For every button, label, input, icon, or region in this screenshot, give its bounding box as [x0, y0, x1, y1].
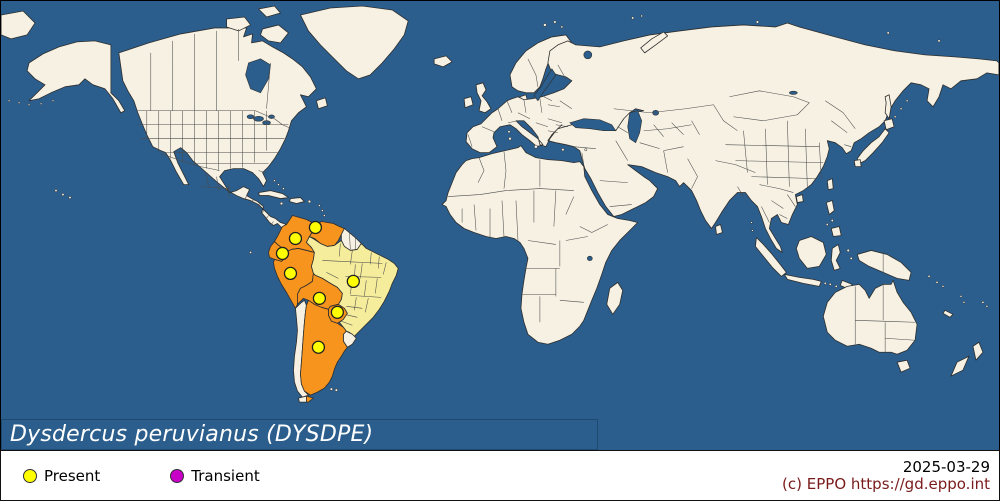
- white-sea: [583, 50, 593, 60]
- iceland: [433, 55, 453, 68]
- caribbean-islands: [258, 179, 326, 217]
- baltic-sea: [533, 68, 557, 102]
- cuba: [258, 190, 289, 199]
- legend-label-present: Present: [44, 466, 101, 485]
- legend-bar: Present Transient 2025-03-29 (c) EPPO ht…: [0, 450, 1000, 501]
- transient-swatch-icon: [170, 468, 185, 483]
- new-guinea: [856, 250, 912, 281]
- black-sea: [569, 118, 617, 132]
- australia: [822, 279, 918, 355]
- europe-borders: [467, 58, 572, 147]
- lake-victoria: [587, 255, 593, 261]
- japan-hokkaido: [883, 118, 895, 131]
- present-point-marker: [346, 274, 360, 289]
- alaska: [26, 40, 126, 114]
- java: [783, 273, 822, 287]
- greenland: [300, 5, 409, 80]
- tierra-del-fuego-argentina: [306, 395, 314, 403]
- madagascar: [606, 281, 624, 315]
- chukotka-left-edge: [1, 10, 36, 40]
- map-area: Dysdercus peruvianus (DYSDPE): [0, 0, 1000, 450]
- tasmania: [896, 359, 911, 373]
- lake-baikal: [789, 90, 798, 95]
- taiwan: [826, 178, 834, 190]
- ireland: [463, 96, 474, 109]
- mexico-central-america-lines: [200, 172, 274, 226]
- aleutian-islands: [7, 99, 55, 106]
- borneo: [795, 236, 827, 269]
- falkland-islands: [329, 387, 338, 392]
- tierra-del-fuego-chile: [298, 395, 307, 403]
- hawaii: [54, 189, 72, 200]
- aral-sea: [652, 109, 659, 116]
- us-mexico-border: [160, 153, 220, 171]
- canada-province-lines: [150, 28, 271, 111]
- present-point-marker: [308, 220, 323, 235]
- victoria-island: [226, 16, 251, 32]
- legend-item-transient: Transient: [170, 466, 260, 485]
- australia-state-lines: [854, 284, 916, 353]
- philippines-mindanao: [830, 226, 842, 237]
- landmass-north-america: [1, 5, 328, 228]
- copyright-notice: (c) EPPO https://gd.eppo.int: [782, 474, 990, 493]
- present-swatch-icon: [23, 468, 37, 483]
- new-zealand-south: [950, 355, 970, 377]
- africa-borders: [448, 151, 608, 323]
- landmass-eurasia: [465, 14, 999, 253]
- world-map: [1, 5, 999, 403]
- sakhalin: [884, 94, 892, 120]
- hudson-bay: [245, 58, 271, 94]
- japan-honshu: [856, 128, 890, 165]
- landmass-south-america: [249, 215, 399, 403]
- present-point-marker: [330, 305, 344, 319]
- africa-mainland: [441, 145, 639, 345]
- eurasia-mainland: [465, 22, 999, 253]
- sri-lanka: [715, 224, 723, 235]
- ellesmere-island: [258, 5, 281, 18]
- svalbard: [543, 20, 564, 29]
- japan-kyushu: [853, 159, 862, 168]
- galapagos: [249, 251, 252, 254]
- present-point-marker: [288, 231, 303, 246]
- us-state-lines: [137, 110, 289, 173]
- present-point-marker: [311, 340, 326, 354]
- new-caledonia: [942, 309, 954, 318]
- map-date: 2025-03-29: [902, 457, 990, 476]
- china-province-lines: [725, 120, 848, 187]
- guyanas-borders: [349, 231, 356, 250]
- legend-item-present: Present: [23, 467, 100, 485]
- hainan: [795, 194, 804, 203]
- mediterranean-islands: [507, 130, 588, 152]
- new-zealand-north: [972, 341, 984, 361]
- us-canada-border: [136, 110, 290, 128]
- legend-label-transient: Transient: [191, 466, 260, 485]
- sumatra: [755, 237, 787, 277]
- map-title: Dysdercus peruvianus (DYSDPE): [10, 422, 374, 447]
- novaya-zemlya: [640, 31, 669, 54]
- asia-islands: [715, 94, 909, 237]
- philippines-luzon: [825, 200, 835, 215]
- kuril-islands: [893, 99, 909, 118]
- lesser-sunda-islands: [823, 248, 853, 288]
- map-title-bar: Dysdercus peruvianus (DYSDPE): [1, 419, 598, 450]
- sulawesi: [830, 244, 841, 271]
- great-britain: [475, 82, 492, 114]
- present-point-marker: [312, 291, 327, 305]
- present-points-layer: [275, 220, 360, 354]
- baffin-island: [260, 24, 289, 44]
- asia-borders: [573, 90, 856, 223]
- legend-meta: 2025-03-29 (c) EPPO https://gd.eppo.int: [782, 457, 999, 493]
- present-point-marker: [283, 266, 298, 281]
- landmass-oceania: [750, 221, 989, 377]
- present-point-marker: [275, 246, 290, 261]
- pacific-islands: [750, 221, 989, 318]
- arctic-islands: [631, 14, 941, 54]
- hispaniola: [289, 197, 305, 204]
- caspian-sea: [627, 110, 642, 144]
- landmass-africa: [441, 130, 639, 345]
- newfoundland: [316, 97, 328, 110]
